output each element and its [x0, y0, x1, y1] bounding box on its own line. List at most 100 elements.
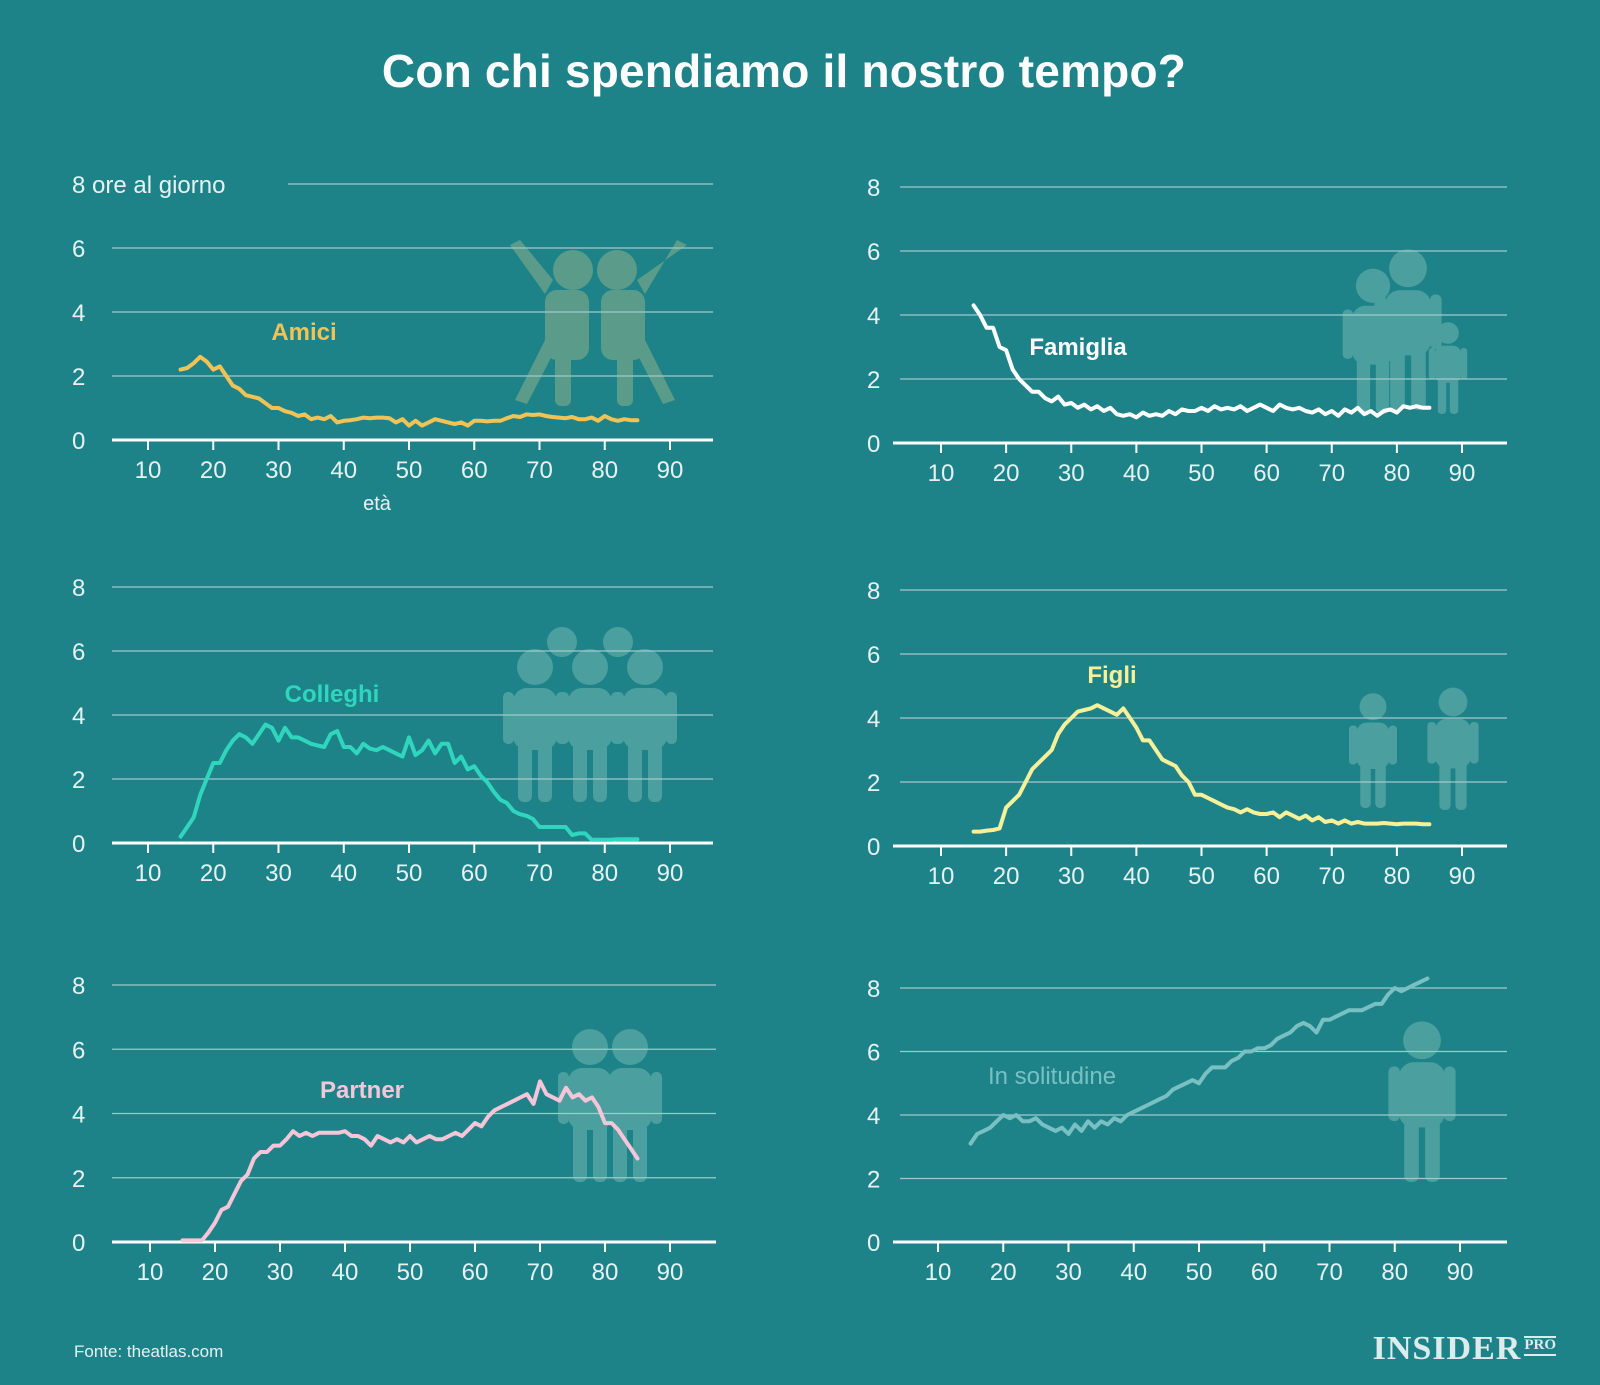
series-label: Famiglia [1029, 334, 1127, 361]
x-tick-label: 40 [1123, 460, 1150, 487]
x-tick-label: 70 [1316, 1259, 1343, 1286]
x-tick-label: 50 [1186, 1259, 1213, 1286]
x-tick-label: 40 [330, 457, 357, 484]
y-tick-label: 4 [867, 1103, 880, 1130]
x-tick-label: 50 [396, 860, 423, 887]
y-tick-label: 0 [867, 1230, 880, 1257]
x-tick-label: 20 [993, 863, 1020, 890]
y-tick-label: 2 [72, 767, 85, 794]
source-note: Fonte: theatlas.com [74, 1342, 224, 1361]
y-tick-label: 4 [72, 703, 85, 730]
series-line [178, 354, 640, 428]
chart-panel: 0 2 4 6 8 10 20 30 40 50 60 70 80 90 Figli [867, 578, 1507, 890]
chart-panel: 0 2 4 6 8 10 20 30 40 50 60 70 80 90 In solitudine [867, 976, 1507, 1286]
x-tick-label: 10 [135, 457, 162, 484]
page-title: Con chi spendiamo il nostro tempo? [381, 45, 1187, 97]
children-icon [1349, 687, 1479, 810]
person-alone-icon [1388, 1021, 1456, 1182]
y-tick-label: 0 [72, 831, 85, 858]
x-tick-label: 10 [925, 1259, 952, 1286]
chart-panel: 0 2 4 6 8 10 20 30 40 50 60 70 80 90 Colleghi [72, 575, 713, 887]
series-label: Figli [1087, 662, 1136, 689]
x-tick-label: 90 [1449, 863, 1476, 890]
friends-icon [510, 240, 687, 406]
x-tick-label: 70 [1318, 863, 1345, 890]
y-tick-label: 6 [867, 239, 880, 266]
x-tick-label: 30 [1058, 460, 1085, 487]
x-tick-label: 40 [330, 860, 357, 887]
chart-panel: 0 2 4 6 8 10 20 30 40 50 60 70 80 90 Famiglia [867, 175, 1507, 487]
y-tick-label: 6 [867, 642, 880, 669]
y-tick-label: 8 [867, 578, 880, 605]
x-tick-label: 90 [1447, 1259, 1474, 1286]
insider-pro-logo: INSIDER PRO [1373, 1332, 1556, 1366]
series-line [971, 703, 1432, 834]
x-axis-label: età [363, 493, 392, 515]
y-tick-label: 8 [867, 175, 880, 202]
y-tick-label: 8 [867, 976, 880, 1003]
coworkers-icon [503, 627, 677, 802]
x-tick-label: 20 [202, 1259, 229, 1286]
y-tick-label: 6 [72, 236, 85, 263]
series-label: Colleghi [285, 681, 380, 708]
y-tick-label: 2 [72, 1166, 85, 1193]
series-line [968, 976, 1430, 1146]
x-tick-label: 70 [1318, 460, 1345, 487]
y-tick-label: 2 [867, 367, 880, 394]
x-tick-label: 20 [200, 860, 227, 887]
y-tick-label: 4 [72, 300, 85, 327]
y-tick-label: 6 [72, 639, 85, 666]
x-tick-label: 10 [928, 863, 955, 890]
x-tick-label: 40 [332, 1259, 359, 1286]
x-tick-label: 40 [1120, 1259, 1147, 1286]
x-tick-label: 90 [657, 1259, 684, 1286]
x-tick-label: 70 [527, 1259, 554, 1286]
chart-panel: 0 2 4 6 8 ore al giorno 10 20 30 40 50 60 70 80 90 età… [72, 172, 713, 515]
y-tick-label: 8 [72, 973, 85, 1000]
x-tick-label: 60 [461, 860, 488, 887]
chart-panel: 0 2 4 6 8 10 20 30 40 50 60 70 80 90 Partner [72, 973, 716, 1286]
x-tick-label: 90 [1449, 460, 1476, 487]
x-tick-label: 50 [396, 457, 423, 484]
logo-main-text: INSIDER [1372, 1330, 1522, 1367]
x-tick-label: 80 [591, 860, 618, 887]
x-tick-label: 80 [1384, 460, 1411, 487]
x-tick-label: 60 [1253, 863, 1280, 890]
y-tick-label: 6 [72, 1037, 85, 1064]
y-tick-label: 4 [867, 706, 880, 733]
y-tick-label: 4 [867, 303, 880, 330]
series-line [180, 1079, 640, 1243]
y-tick-label: 2 [867, 770, 880, 797]
y-tick-label: 0 [72, 428, 85, 455]
x-tick-label: 10 [137, 1259, 164, 1286]
x-tick-label: 50 [1188, 863, 1215, 890]
series-label: In solitudine [988, 1063, 1116, 1090]
x-tick-label: 60 [1253, 460, 1280, 487]
series-label: Amici [271, 319, 336, 346]
x-tick-label: 30 [1058, 863, 1085, 890]
x-tick-label: 30 [1055, 1259, 1082, 1286]
x-tick-label: 50 [397, 1259, 424, 1286]
series-line [971, 303, 1432, 420]
y-tick-label: 2 [867, 1167, 880, 1194]
x-tick-label: 70 [526, 860, 553, 887]
y-tick-label: 4 [72, 1102, 85, 1129]
x-tick-label: 60 [1251, 1259, 1278, 1286]
y-tick-label: 8 ore al giorno [72, 172, 225, 199]
x-tick-label: 20 [993, 460, 1020, 487]
series-label: Partner [320, 1077, 404, 1104]
x-tick-label: 20 [200, 457, 227, 484]
y-tick-label: 0 [867, 834, 880, 861]
family-icon [1342, 249, 1468, 414]
x-tick-label: 50 [1188, 460, 1215, 487]
y-tick-label: 0 [72, 1230, 85, 1257]
x-tick-label: 60 [462, 1259, 489, 1286]
x-tick-label: 80 [1381, 1259, 1408, 1286]
series-line [178, 722, 640, 842]
y-tick-label: 0 [867, 431, 880, 458]
x-tick-label: 40 [1123, 863, 1150, 890]
x-tick-label: 80 [591, 457, 618, 484]
y-tick-label: 2 [72, 364, 85, 391]
